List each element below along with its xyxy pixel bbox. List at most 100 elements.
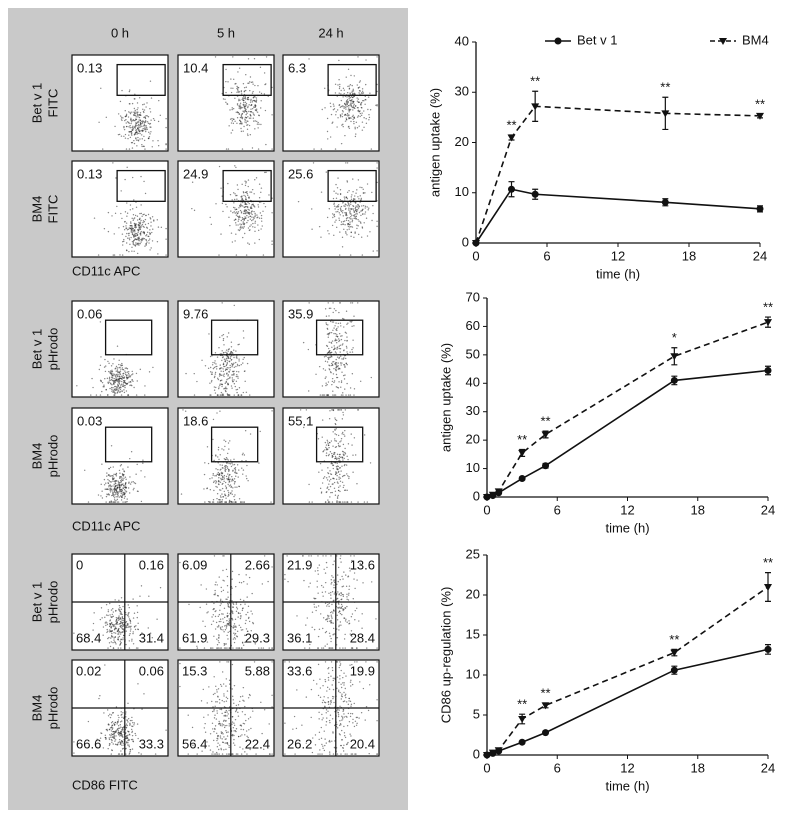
dot bbox=[113, 480, 116, 483]
dot bbox=[134, 628, 137, 631]
dot bbox=[207, 462, 210, 465]
dot bbox=[351, 559, 353, 562]
dot bbox=[217, 615, 220, 618]
dot bbox=[215, 386, 217, 389]
dot bbox=[350, 616, 353, 618]
dot bbox=[100, 356, 102, 358]
dot bbox=[120, 597, 123, 599]
dot bbox=[325, 709, 328, 711]
dot bbox=[323, 394, 326, 396]
dot bbox=[317, 694, 320, 697]
dot bbox=[330, 331, 333, 334]
dot bbox=[93, 612, 95, 614]
dot bbox=[239, 204, 241, 206]
dot bbox=[349, 712, 352, 715]
dot bbox=[353, 437, 356, 439]
dot bbox=[251, 147, 254, 149]
dot bbox=[335, 192, 337, 194]
dot bbox=[329, 320, 332, 323]
dot bbox=[118, 484, 120, 487]
dot bbox=[223, 736, 225, 738]
dot bbox=[217, 688, 220, 690]
dot bbox=[237, 111, 239, 114]
dot bbox=[125, 630, 127, 632]
dot bbox=[218, 458, 220, 461]
dot bbox=[352, 598, 354, 600]
dot bbox=[336, 457, 338, 460]
dot bbox=[120, 711, 122, 713]
dot bbox=[231, 570, 234, 573]
dot bbox=[334, 333, 337, 335]
dot bbox=[326, 383, 328, 386]
dot bbox=[239, 223, 241, 225]
dot bbox=[223, 719, 225, 722]
dot bbox=[226, 387, 228, 390]
dot bbox=[134, 132, 136, 135]
dot bbox=[336, 583, 338, 586]
dot bbox=[351, 753, 354, 755]
dot bbox=[239, 617, 242, 620]
dot bbox=[324, 501, 327, 503]
dot bbox=[245, 113, 247, 116]
dot bbox=[254, 643, 256, 645]
dot bbox=[133, 233, 136, 236]
dot bbox=[218, 474, 220, 476]
dot bbox=[118, 615, 120, 617]
dot bbox=[353, 95, 356, 98]
dot bbox=[349, 103, 351, 106]
dot bbox=[240, 753, 243, 755]
dot bbox=[344, 366, 346, 369]
dot bbox=[243, 501, 245, 503]
dot bbox=[234, 718, 237, 721]
dot bbox=[224, 360, 226, 363]
dot bbox=[124, 133, 127, 136]
dot bbox=[220, 628, 222, 631]
dot bbox=[350, 703, 353, 706]
dot bbox=[217, 742, 219, 744]
dot bbox=[145, 235, 147, 237]
dot bbox=[129, 630, 132, 632]
dot bbox=[248, 202, 250, 205]
dot bbox=[196, 753, 198, 755]
dot bbox=[140, 241, 142, 243]
dot bbox=[245, 574, 247, 576]
dot bbox=[235, 350, 237, 352]
dot bbox=[117, 636, 119, 638]
y-tick-label: 40 bbox=[455, 33, 469, 48]
dot bbox=[214, 375, 216, 378]
dot bbox=[351, 713, 354, 715]
dot bbox=[344, 205, 346, 208]
dot bbox=[336, 336, 339, 338]
dot bbox=[210, 394, 212, 396]
dot bbox=[132, 119, 134, 122]
dot bbox=[372, 212, 374, 215]
dot bbox=[319, 462, 322, 465]
dot bbox=[317, 647, 319, 649]
dot bbox=[245, 111, 248, 113]
dot bbox=[328, 480, 331, 482]
dot bbox=[340, 561, 342, 563]
dot bbox=[351, 302, 354, 304]
dot bbox=[220, 370, 222, 372]
dot bbox=[228, 620, 230, 623]
dot bbox=[124, 178, 126, 181]
dot bbox=[216, 710, 218, 712]
dot bbox=[357, 109, 360, 112]
dot bbox=[216, 594, 219, 597]
dot bbox=[239, 228, 241, 230]
dot bbox=[231, 688, 233, 690]
dot bbox=[365, 217, 368, 219]
dot bbox=[157, 140, 159, 142]
dot bbox=[344, 474, 346, 477]
dot bbox=[346, 191, 349, 193]
dot bbox=[360, 214, 362, 217]
dot bbox=[240, 204, 242, 207]
dot bbox=[124, 137, 127, 139]
dot bbox=[241, 734, 243, 736]
dot bbox=[223, 647, 226, 649]
dot bbox=[345, 117, 347, 119]
dot bbox=[334, 362, 337, 365]
dot bbox=[242, 607, 244, 609]
dot bbox=[237, 224, 239, 226]
dot bbox=[327, 334, 330, 336]
